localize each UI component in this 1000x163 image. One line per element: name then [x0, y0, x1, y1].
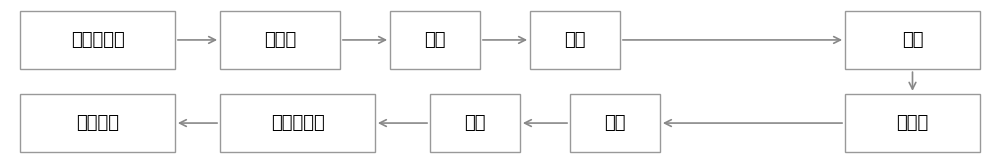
FancyBboxPatch shape — [430, 94, 520, 152]
Text: 孵育: 孵育 — [604, 114, 626, 132]
FancyBboxPatch shape — [390, 11, 480, 69]
FancyBboxPatch shape — [530, 11, 620, 69]
FancyBboxPatch shape — [20, 94, 175, 152]
Text: 清洗: 清洗 — [464, 114, 486, 132]
FancyBboxPatch shape — [845, 11, 980, 69]
Text: 分析读数: 分析读数 — [76, 114, 119, 132]
FancyBboxPatch shape — [845, 94, 980, 152]
Text: 反应杯加载: 反应杯加载 — [71, 31, 124, 49]
Text: 加预激发液: 加预激发液 — [271, 114, 324, 132]
Text: 清洗: 清洗 — [902, 31, 923, 49]
Text: 加试剂: 加试剂 — [896, 114, 929, 132]
Text: 加样: 加样 — [424, 31, 446, 49]
FancyBboxPatch shape — [570, 94, 660, 152]
FancyBboxPatch shape — [20, 11, 175, 69]
FancyBboxPatch shape — [220, 11, 340, 69]
Text: 孵育: 孵育 — [564, 31, 586, 49]
FancyBboxPatch shape — [220, 94, 375, 152]
Text: 加磁珠: 加磁珠 — [264, 31, 296, 49]
